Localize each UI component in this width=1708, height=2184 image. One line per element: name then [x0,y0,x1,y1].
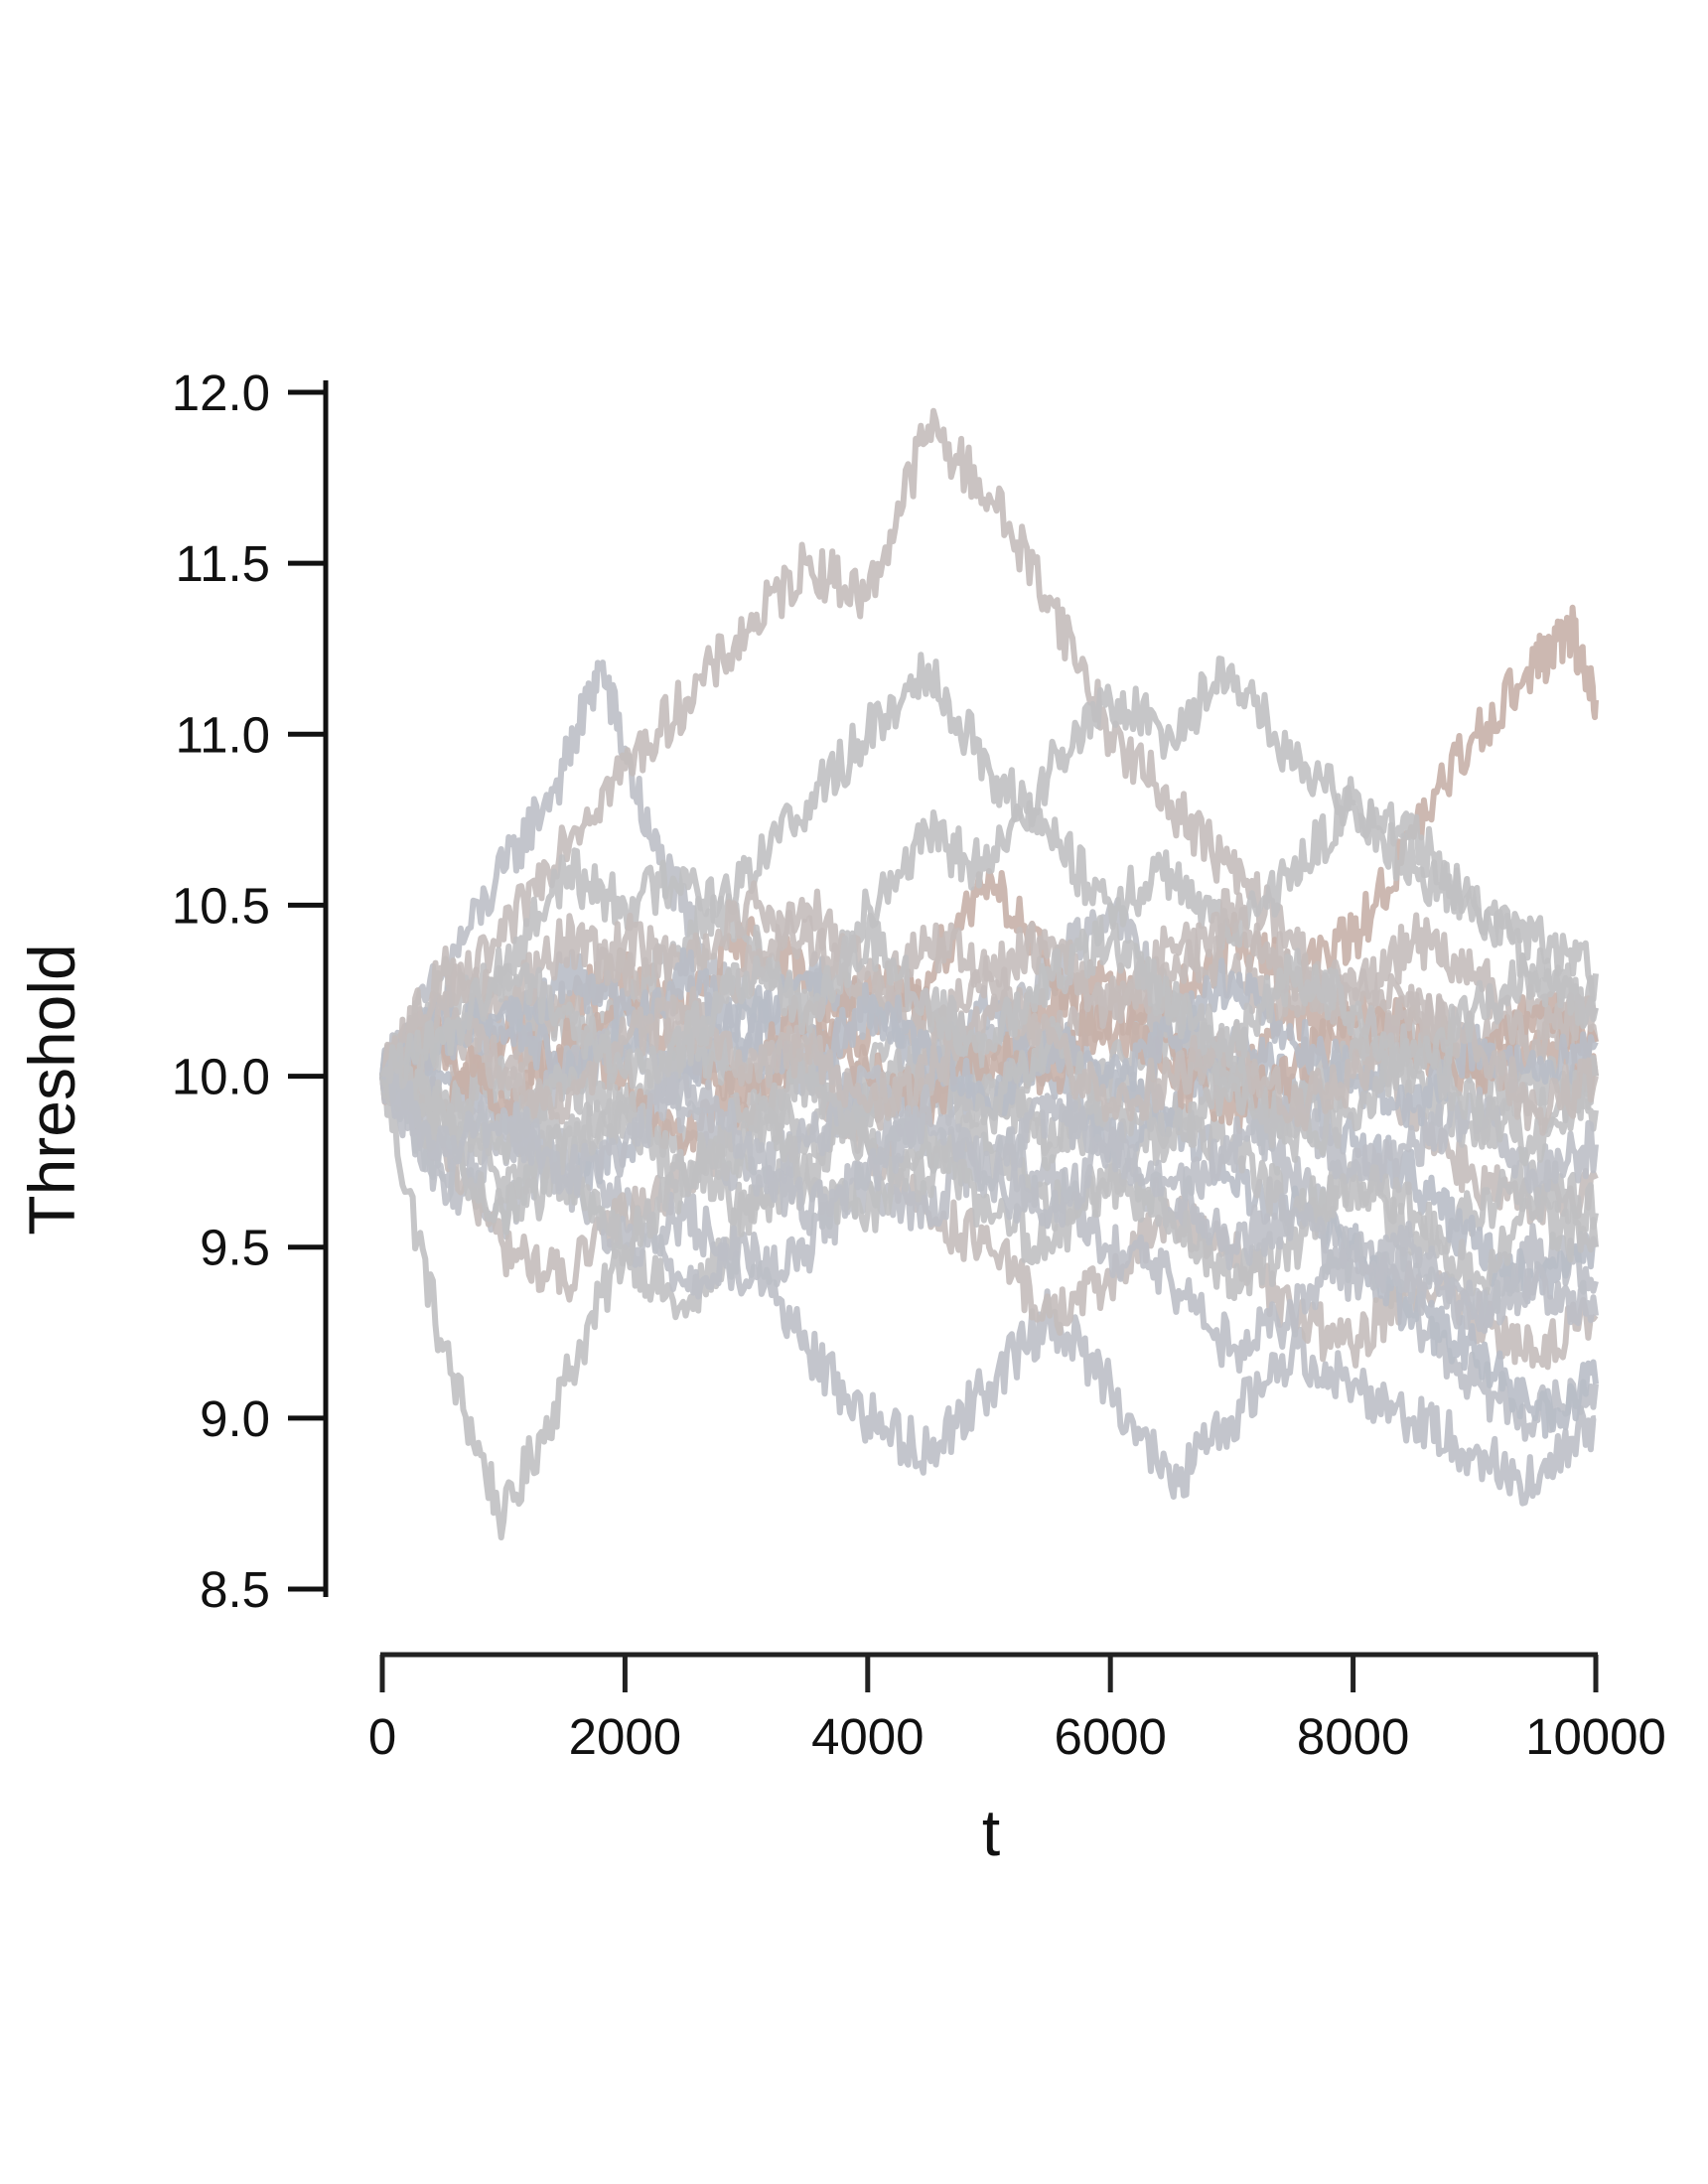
y-tick-label: 11.0 [176,706,270,763]
x-tick-label: 6000 [1054,1708,1166,1765]
y-tick-label: 8.5 [200,1561,270,1618]
x-tick-label: 2000 [569,1708,681,1765]
x-axis-label: t [982,1796,1000,1869]
x-tick-label: 10000 [1525,1708,1666,1765]
series-line [379,913,1599,1094]
y-tick-label: 12.0 [172,364,270,421]
y-axis-label: Threshold [15,944,88,1236]
series-lines [379,407,1599,1540]
x-tick-label: 4000 [811,1708,924,1765]
y-tick-label: 9.0 [200,1390,270,1447]
y-tick-label: 10.0 [172,1049,270,1105]
y-tick-label: 11.5 [176,535,270,592]
series-line [379,888,1597,1084]
x-axis: 0 2000 4000 6000 8000 10000 [368,1652,1666,1765]
y-tick-label: 10.5 [172,877,270,934]
y-tick-label: 9.5 [200,1220,270,1276]
y-axis: 8.5 9.0 9.5 10.0 10.5 11.0 11.5 12.0 [172,364,329,1618]
series-line [381,1059,1599,1333]
series-line [379,983,1599,1136]
x-tick-label: 0 [368,1708,396,1765]
series-line [379,1058,1599,1301]
x-tick-label: 8000 [1297,1708,1409,1765]
